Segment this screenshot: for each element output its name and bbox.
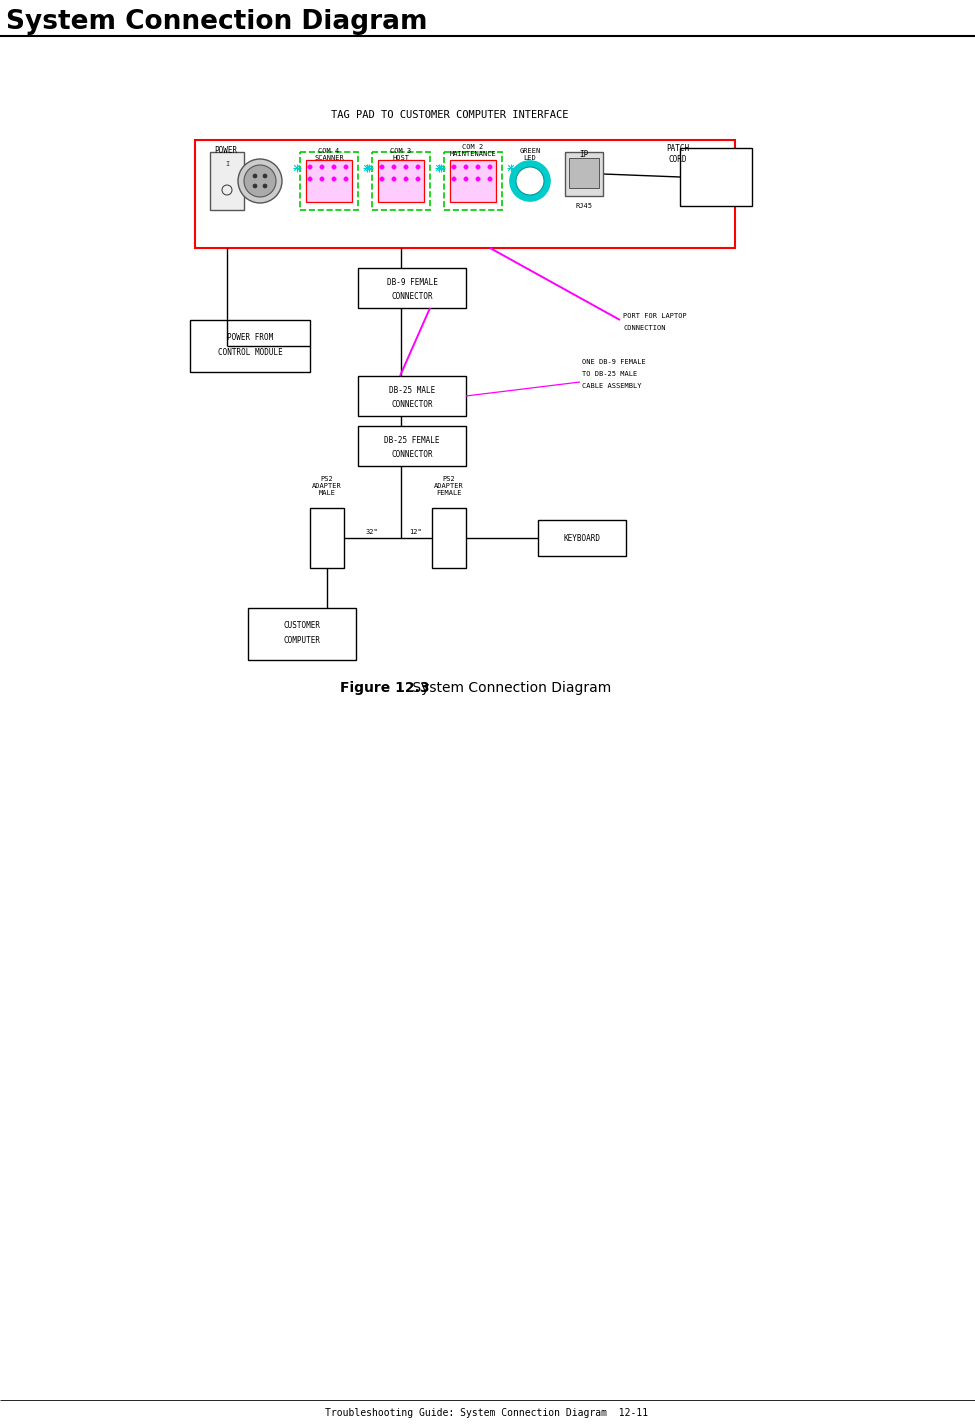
Bar — [444, 152, 502, 209]
Circle shape — [516, 167, 544, 195]
Circle shape — [332, 165, 336, 170]
Text: POWER: POWER — [214, 145, 238, 154]
Circle shape — [404, 165, 409, 170]
Text: COM 2
MAINTENANCE: COM 2 MAINTENANCE — [449, 144, 496, 157]
Circle shape — [380, 165, 384, 170]
Bar — [306, 160, 352, 202]
Bar — [358, 376, 466, 416]
Circle shape — [464, 165, 468, 170]
Bar — [565, 152, 603, 197]
Circle shape — [476, 177, 481, 181]
Text: PS2
ADAPTER
FEMALE: PS2 ADAPTER FEMALE — [434, 476, 464, 496]
Bar — [190, 321, 310, 372]
Circle shape — [253, 174, 257, 178]
Circle shape — [344, 165, 348, 170]
Bar — [195, 140, 735, 248]
Text: 12": 12" — [410, 529, 422, 534]
Bar — [248, 608, 356, 660]
Text: CUSTOMER: CUSTOMER — [284, 620, 321, 630]
Text: IP: IP — [579, 150, 589, 158]
Circle shape — [263, 174, 267, 178]
Bar — [569, 158, 599, 188]
Circle shape — [510, 161, 550, 201]
Text: COM 4
SCANNER: COM 4 SCANNER — [314, 148, 344, 161]
Circle shape — [263, 184, 267, 188]
Circle shape — [451, 177, 456, 181]
Circle shape — [404, 177, 409, 181]
Text: System Connection Diagram: System Connection Diagram — [6, 9, 427, 36]
Circle shape — [222, 185, 232, 195]
Circle shape — [320, 165, 325, 170]
Circle shape — [238, 160, 282, 202]
Bar — [680, 148, 752, 207]
Circle shape — [332, 177, 336, 181]
Bar — [358, 426, 466, 466]
Circle shape — [415, 165, 420, 170]
Text: Figure 12.3: Figure 12.3 — [340, 681, 430, 695]
Circle shape — [464, 177, 468, 181]
Bar — [310, 507, 344, 569]
Bar — [538, 520, 626, 556]
Text: Troubleshooting Guide: System Connection Diagram  12-11: Troubleshooting Guide: System Connection… — [326, 1408, 648, 1418]
Circle shape — [380, 177, 384, 181]
Text: CONNECTION: CONNECTION — [623, 325, 666, 331]
Text: CONTROL MODULE: CONTROL MODULE — [217, 348, 283, 356]
Text: TO DB-25 MALE: TO DB-25 MALE — [582, 370, 638, 378]
Bar — [358, 268, 466, 308]
Text: RJ45: RJ45 — [575, 202, 593, 209]
Text: PORT FOR LAPTOP: PORT FOR LAPTOP — [623, 314, 686, 319]
Text: CONNECTOR: CONNECTOR — [391, 292, 433, 301]
Text: CONNECTOR: CONNECTOR — [391, 399, 433, 409]
Text: 32": 32" — [366, 529, 378, 534]
Text: CONNECTOR: CONNECTOR — [391, 449, 433, 459]
Text: POWER FROM: POWER FROM — [227, 332, 273, 342]
Text: COM 3
HOST: COM 3 HOST — [390, 148, 411, 161]
Text: 0: 0 — [225, 187, 229, 192]
Circle shape — [392, 165, 396, 170]
Text: PS2
ADAPTER
MALE: PS2 ADAPTER MALE — [312, 476, 342, 496]
Text: ONE DB-9 FEMALE: ONE DB-9 FEMALE — [582, 359, 645, 365]
Bar — [210, 152, 244, 209]
Bar — [432, 507, 466, 569]
Text: DB-25 MALE: DB-25 MALE — [389, 386, 435, 395]
Circle shape — [476, 165, 481, 170]
Circle shape — [451, 165, 456, 170]
Text: GREEN
LED: GREEN LED — [520, 148, 540, 161]
Text: DB-25 FEMALE: DB-25 FEMALE — [384, 436, 440, 445]
Text: CABLE ASSEMBLY: CABLE ASSEMBLY — [582, 383, 642, 389]
Bar — [372, 152, 430, 209]
Circle shape — [308, 177, 312, 181]
Circle shape — [488, 177, 492, 181]
Circle shape — [488, 165, 492, 170]
Text: DB-9 FEMALE: DB-9 FEMALE — [386, 278, 438, 286]
Text: I: I — [225, 161, 229, 167]
Bar — [450, 160, 496, 202]
Text: COMPUTER: COMPUTER — [284, 636, 321, 644]
Circle shape — [308, 165, 312, 170]
Circle shape — [415, 177, 420, 181]
Text: PATCH
CORD: PATCH CORD — [667, 144, 689, 164]
Bar — [378, 160, 424, 202]
Text: TAG PAD TO CUSTOMER COMPUTER INTERFACE: TAG PAD TO CUSTOMER COMPUTER INTERFACE — [332, 110, 568, 120]
Circle shape — [320, 177, 325, 181]
Bar — [300, 152, 358, 209]
Circle shape — [392, 177, 396, 181]
Text: KEYBOARD: KEYBOARD — [564, 533, 601, 543]
Text: System Connection Diagram: System Connection Diagram — [408, 681, 611, 695]
Circle shape — [344, 177, 348, 181]
Circle shape — [244, 165, 276, 197]
Circle shape — [253, 184, 257, 188]
